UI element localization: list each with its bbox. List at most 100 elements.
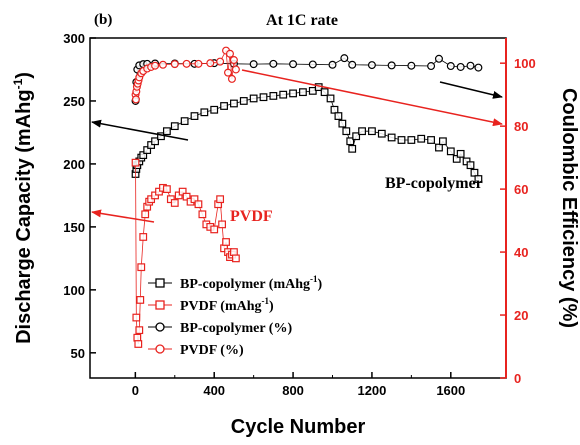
data-point (427, 62, 436, 71)
y-right-tick-label: 100 (514, 56, 536, 71)
data-point (348, 60, 357, 69)
data-point (206, 59, 215, 68)
data-point (435, 143, 443, 152)
data-point (151, 137, 159, 146)
bp-copolymer-label: BP-copolymer (385, 175, 483, 192)
y-left-axis-ticks: 50 100 150 200 250 300 (63, 31, 96, 361)
data-point (417, 134, 426, 143)
data-point (222, 238, 230, 246)
pvdf-capacity-arrow (91, 209, 155, 223)
y-right-tick-label: 0 (514, 371, 521, 386)
data-point (368, 127, 376, 136)
data-point (446, 62, 455, 71)
chart-title: At 1C rate (266, 12, 338, 29)
data-point (182, 59, 191, 68)
data-point (407, 136, 416, 144)
data-point (135, 326, 144, 335)
data-point (466, 161, 475, 170)
data-point (162, 127, 171, 136)
data-point (348, 144, 357, 153)
data-point (133, 333, 142, 342)
y-left-tick-label: 300 (63, 31, 85, 46)
data-point (231, 65, 240, 74)
y-right-axis-title: Coulombic Efficiency (%) (558, 88, 580, 328)
data-point (224, 68, 233, 77)
x-tick-label: 1600 (436, 383, 465, 398)
data-point (132, 313, 141, 322)
y-left-tick-label: 250 (63, 94, 85, 109)
data-point (249, 60, 258, 69)
data-point (367, 61, 376, 70)
data-point (178, 187, 187, 196)
data-point (446, 147, 455, 156)
y-left-tick-label: 100 (63, 283, 85, 298)
data-point (131, 158, 140, 167)
data-point (456, 149, 465, 158)
series-1 (131, 158, 240, 348)
data-point (299, 88, 307, 97)
y-left-tick-label: 50 (71, 346, 85, 361)
y-right-axis-ticks: 0 20 40 60 80 100 (500, 56, 536, 386)
data-point (227, 74, 236, 83)
data-point (338, 119, 347, 128)
data-point (170, 60, 179, 69)
data-point (239, 97, 248, 105)
data-point (326, 94, 335, 103)
data-point (289, 60, 298, 69)
data-point (474, 175, 483, 183)
legend-label: PVDF (%) (180, 343, 244, 358)
data-point (346, 137, 355, 146)
series-0 (131, 83, 483, 183)
data-point (358, 127, 366, 136)
data-point (139, 233, 148, 241)
y-left-axis-title: Discharge Capacity (mAhg-1) (11, 72, 35, 344)
legend-entry: BP-copolymer (%) (148, 321, 292, 336)
series-3 (131, 46, 240, 104)
y-left-axis-title-tail: ) (13, 72, 35, 79)
pvdf-label: PVDF (230, 208, 273, 225)
data-point (182, 192, 191, 201)
data-point (158, 60, 167, 69)
data-point (352, 132, 361, 141)
legend-label-tail: ) (269, 299, 274, 314)
legend-label: BP-copolymer (%) (180, 321, 292, 336)
bp-capacity-arrow (91, 119, 189, 141)
data-point (143, 146, 152, 154)
data-point (269, 59, 278, 68)
x-axis-ticks: 0 400 800 1200 1600 (132, 372, 465, 398)
data-point (259, 93, 268, 102)
data-point (334, 112, 343, 120)
legend-label-text: PVDF (%) (180, 343, 244, 358)
data-point (210, 225, 219, 234)
data-point (330, 105, 339, 114)
data-series (131, 46, 483, 348)
data-point (141, 210, 150, 219)
legend: BP-copolymer (mAhg-1) PVDF (mAhg-1) BP-cop… (148, 274, 323, 358)
y-right-tick-label: 20 (514, 308, 528, 323)
legend-entry: PVDF (mAhg-1) (148, 296, 274, 314)
data-point (456, 62, 465, 71)
y-left-tick-label: 200 (63, 157, 85, 172)
legend-marker-circle (155, 344, 165, 354)
data-point (190, 112, 199, 120)
data-point (190, 195, 199, 204)
data-point (342, 127, 351, 136)
data-point (377, 129, 386, 138)
data-point (279, 90, 288, 99)
y-left-axis-title-sup: -1 (11, 78, 25, 89)
data-point (134, 340, 143, 348)
data-point (249, 94, 258, 103)
legend-marker-circle (155, 322, 165, 332)
data-point (387, 133, 396, 142)
data-point (225, 49, 234, 58)
y-right-tick-label: 40 (514, 245, 528, 260)
data-point (139, 151, 148, 160)
legend-label: PVDF (mAhg-1) (180, 296, 274, 314)
legend-entry: BP-copolymer (mAhg-1) (148, 274, 323, 292)
data-point (200, 108, 209, 117)
data-point (387, 61, 396, 70)
data-point (230, 248, 238, 256)
data-point (308, 60, 317, 69)
data-point (194, 200, 203, 209)
